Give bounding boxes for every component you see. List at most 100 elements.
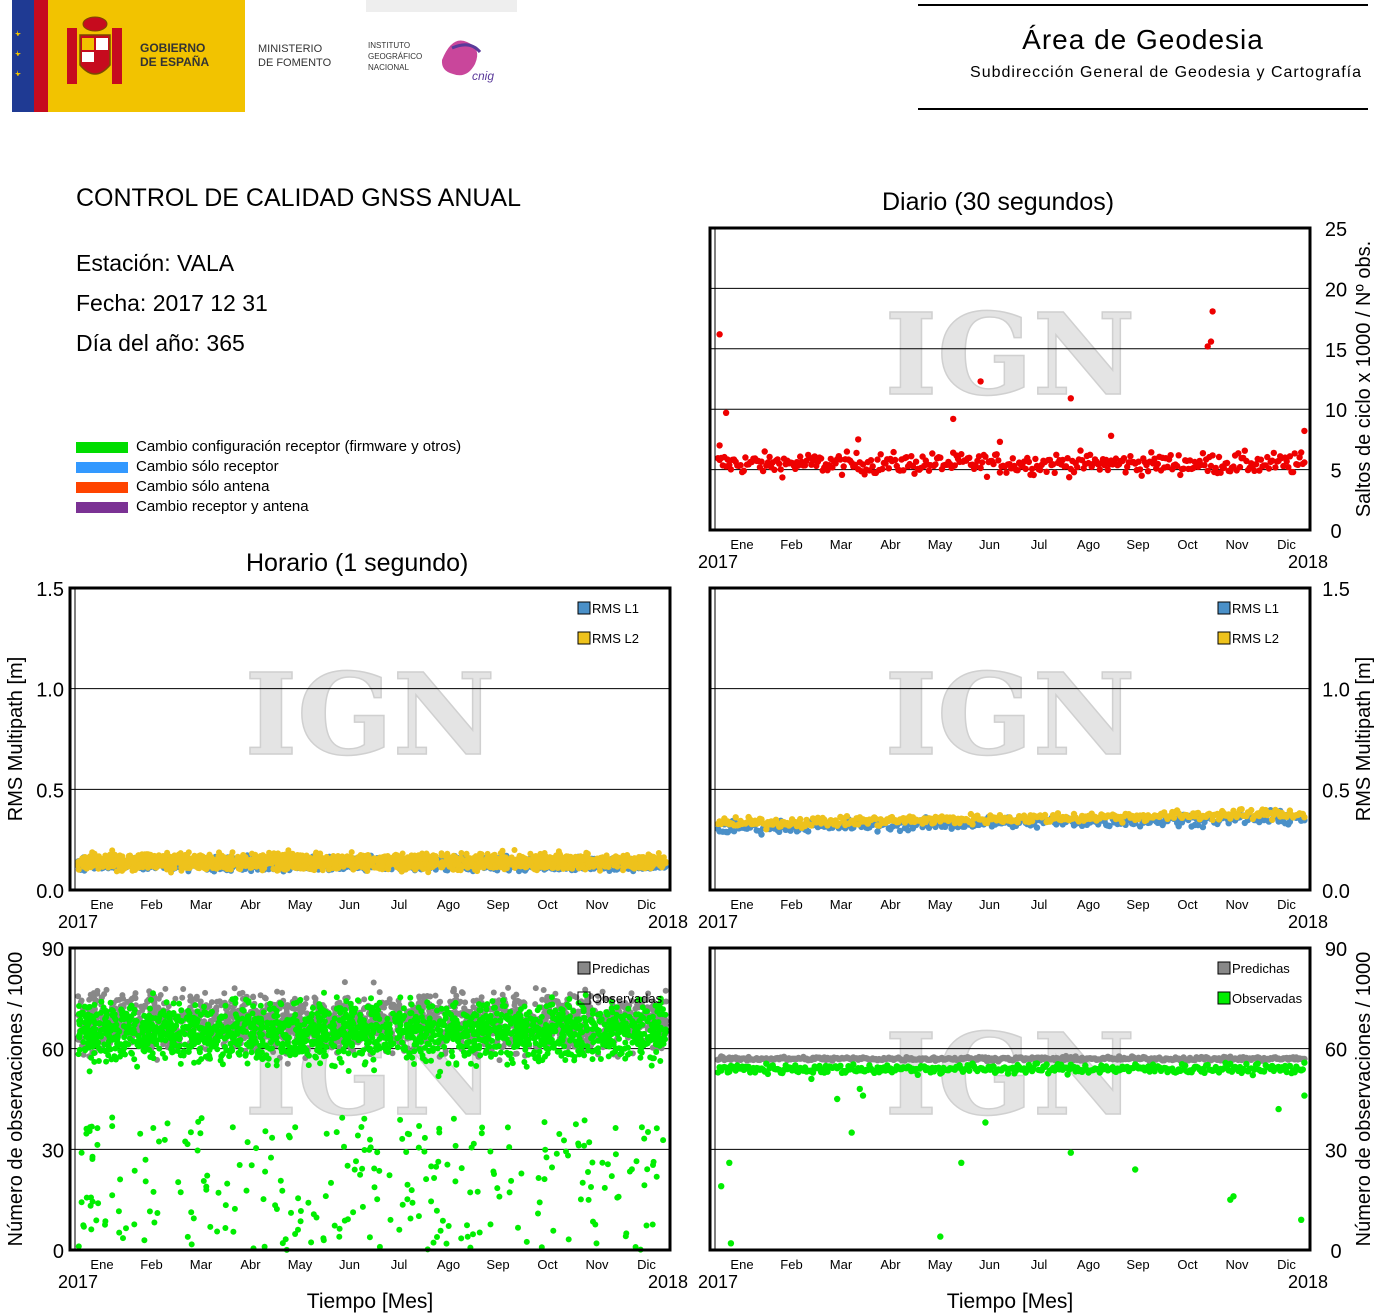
x-tick-label: Jun	[339, 897, 360, 912]
data-point	[645, 853, 652, 860]
data-point	[251, 856, 258, 862]
area-subtitle: Subdirección General de Geodesia y Carto…	[970, 64, 1362, 81]
legend-label: RMS L2	[1232, 631, 1279, 646]
data-point	[929, 450, 936, 457]
data-point	[1127, 453, 1134, 460]
data-point	[972, 462, 979, 470]
data-point	[649, 861, 656, 868]
data-point	[579, 864, 586, 871]
data-point	[1086, 451, 1094, 458]
x-tick-label: Mar	[830, 537, 853, 552]
x-tick-label: May	[928, 897, 953, 912]
x-tick-label: Jul	[1031, 537, 1048, 552]
data-point	[1062, 463, 1070, 470]
x-tick-label: Nov	[585, 897, 609, 912]
data-point	[879, 465, 886, 473]
data-point	[497, 862, 504, 868]
data-point	[950, 415, 957, 423]
data-point	[817, 455, 825, 462]
data-point	[530, 865, 537, 871]
data-point	[740, 467, 747, 474]
data-point	[1301, 459, 1308, 466]
data-point	[1070, 469, 1078, 476]
data-point	[716, 331, 723, 338]
x-tick-label: Dic	[637, 897, 656, 912]
data-point	[979, 459, 986, 466]
data-point	[597, 854, 604, 861]
data-point	[417, 863, 424, 870]
data-point	[1291, 450, 1298, 457]
y-tick-label: 20	[1325, 279, 1347, 301]
data-point	[824, 467, 831, 474]
data-point	[840, 463, 847, 470]
y-tick-label: 0.0	[36, 881, 64, 903]
ministerio-line1: MINISTERIO	[258, 43, 323, 55]
data-point	[127, 852, 134, 859]
data-point	[511, 858, 518, 865]
data-point	[1264, 453, 1271, 461]
data-point	[1046, 456, 1054, 464]
data-point	[181, 863, 188, 870]
data-point	[716, 442, 723, 449]
data-point	[758, 831, 765, 838]
data-point	[439, 859, 446, 865]
data-point	[805, 828, 812, 835]
series-values	[714, 308, 1308, 481]
data-point	[811, 453, 818, 460]
data-point	[977, 378, 984, 385]
data-point	[523, 857, 530, 864]
data-point	[1037, 466, 1044, 474]
y-tick-label: 1.5	[36, 579, 64, 601]
data-point	[426, 862, 433, 869]
x-tick-label: Oct	[1177, 897, 1198, 912]
data-point	[534, 858, 541, 865]
data-point	[118, 857, 125, 864]
coat-of-arms-icon	[67, 16, 122, 84]
data-point	[1301, 427, 1308, 435]
x-tick-label: Oct	[537, 897, 558, 912]
x-tick-label: Sep	[1126, 897, 1149, 912]
data-point	[369, 858, 376, 865]
report-title: CONTROL DE CALIDAD GNSS ANUAL	[76, 184, 522, 212]
data-point	[737, 462, 744, 469]
data-point	[274, 867, 281, 874]
data-point	[579, 857, 585, 863]
instituto-line1: INSTITUTO	[368, 41, 410, 50]
x-tick-label: Nov	[1225, 537, 1249, 552]
y-tick-label: 15	[1325, 340, 1347, 362]
data-point	[198, 856, 205, 863]
legend-label: RMS L1	[592, 601, 639, 616]
data-point	[463, 850, 470, 857]
data-point	[421, 855, 428, 862]
legend-swatch	[1217, 601, 1231, 615]
data-point	[317, 850, 324, 857]
data-point	[1207, 338, 1215, 345]
x-tick-label: Abr	[880, 897, 901, 912]
data-point	[1030, 471, 1037, 479]
data-point	[911, 470, 918, 477]
data-point	[1248, 806, 1255, 814]
header-bottom-rule	[918, 108, 1368, 110]
data-point	[1199, 450, 1207, 457]
data-point	[218, 852, 225, 859]
data-point	[771, 466, 778, 473]
data-point	[1252, 461, 1260, 468]
data-point	[1022, 465, 1029, 473]
x-tick-label: Oct	[1177, 537, 1198, 552]
data-point	[1074, 463, 1081, 471]
data-point	[966, 454, 973, 461]
data-point	[307, 865, 314, 871]
data-point	[1269, 457, 1276, 464]
legend-label: Cambio configuración receptor (firmware …	[136, 438, 462, 455]
data-point	[1144, 468, 1152, 475]
data-point	[378, 857, 385, 864]
data-point	[1112, 455, 1120, 462]
watermark-text: IGN	[885, 290, 1135, 421]
data-point	[855, 436, 862, 443]
data-point	[1148, 449, 1155, 456]
data-point	[975, 453, 983, 460]
data-point	[1028, 465, 1036, 473]
